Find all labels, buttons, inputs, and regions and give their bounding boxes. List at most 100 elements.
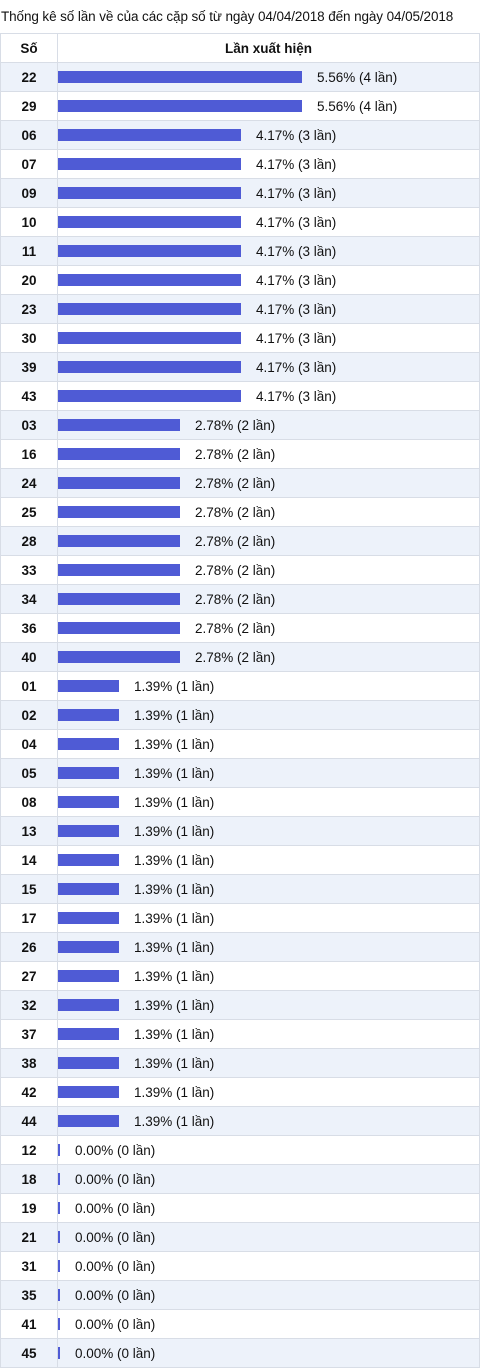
row-number: 09 — [0, 178, 58, 208]
bar-cell: 0.00% (0 lần) — [57, 1280, 480, 1310]
row-number: 18 — [0, 1164, 58, 1194]
table-row: 06 4.17% (3 lần) — [0, 120, 480, 150]
bar-cell: 1.39% (1 lần) — [57, 816, 480, 846]
bar-data-label: 4.17% (3 lần) — [256, 330, 337, 346]
bar-mark — [58, 1173, 60, 1185]
table-row: 37 1.39% (1 lần) — [0, 1019, 480, 1049]
row-number: 44 — [0, 1106, 58, 1136]
row-number: 20 — [0, 265, 58, 295]
row-number: 45 — [0, 1338, 58, 1368]
row-number: 14 — [0, 845, 58, 875]
table-row: 24 2.78% (2 lần) — [0, 468, 480, 498]
bar-mark — [58, 912, 119, 924]
bar-cell: 1.39% (1 lần) — [57, 1019, 480, 1049]
bar-mark — [58, 361, 241, 373]
row-number: 29 — [0, 91, 58, 121]
bar-mark — [58, 1057, 119, 1069]
bar-data-label: 0.00% (0 lần) — [75, 1258, 156, 1274]
bar-data-label: 5.56% (4 lần) — [317, 69, 398, 85]
bar-cell: 1.39% (1 lần) — [57, 845, 480, 875]
bar-cell: 1.39% (1 lần) — [57, 990, 480, 1020]
row-number: 12 — [0, 1135, 58, 1165]
row-number: 36 — [0, 613, 58, 643]
bar-data-label: 2.78% (2 lần) — [195, 620, 276, 636]
table-row: 40 2.78% (2 lần) — [0, 642, 480, 672]
bar-data-label: 0.00% (0 lần) — [75, 1200, 156, 1216]
row-number: 17 — [0, 903, 58, 933]
table-row: 04 1.39% (1 lần) — [0, 729, 480, 759]
bar-mark — [58, 941, 119, 953]
bar-cell: 1.39% (1 lần) — [57, 758, 480, 788]
table-row: 38 1.39% (1 lần) — [0, 1048, 480, 1078]
bar-data-label: 1.39% (1 lần) — [134, 1055, 215, 1071]
bar-data-label: 4.17% (3 lần) — [256, 272, 337, 288]
bar-mark — [58, 970, 119, 982]
bar-mark — [58, 1086, 119, 1098]
table-row: 01 1.39% (1 lần) — [0, 671, 480, 701]
table-row: 03 2.78% (2 lần) — [0, 410, 480, 440]
bar-cell: 2.78% (2 lần) — [57, 555, 480, 585]
header-value: Lần xuất hiện — [57, 33, 480, 63]
bar-mark — [58, 854, 119, 866]
bar-data-label: 5.56% (4 lần) — [317, 98, 398, 114]
bar-mark — [58, 622, 180, 634]
bar-cell: 4.17% (3 lần) — [57, 178, 480, 208]
bar-cell: 0.00% (0 lần) — [57, 1338, 480, 1368]
bar-mark — [58, 129, 241, 141]
bar-mark — [58, 796, 119, 808]
bar-cell: 1.39% (1 lần) — [57, 671, 480, 701]
bar-data-label: 4.17% (3 lần) — [256, 156, 337, 172]
table-row: 21 0.00% (0 lần) — [0, 1222, 480, 1252]
bar-cell: 1.39% (1 lần) — [57, 787, 480, 817]
table-row: 41 0.00% (0 lần) — [0, 1309, 480, 1339]
bar-cell: 1.39% (1 lần) — [57, 932, 480, 962]
table-row: 11 4.17% (3 lần) — [0, 236, 480, 266]
bar-cell: 2.78% (2 lần) — [57, 468, 480, 498]
table-row: 07 4.17% (3 lần) — [0, 149, 480, 179]
row-number: 19 — [0, 1193, 58, 1223]
bar-mark — [58, 390, 241, 402]
bar-cell: 2.78% (2 lần) — [57, 584, 480, 614]
row-number: 38 — [0, 1048, 58, 1078]
table-row: 02 1.39% (1 lần) — [0, 700, 480, 730]
row-number: 11 — [0, 236, 58, 266]
bar-data-label: 1.39% (1 lần) — [134, 997, 215, 1013]
bar-data-label: 1.39% (1 lần) — [134, 1084, 215, 1100]
row-number: 32 — [0, 990, 58, 1020]
bar-cell: 1.39% (1 lần) — [57, 700, 480, 730]
bar-mark — [58, 999, 119, 1011]
table-row: 05 1.39% (1 lần) — [0, 758, 480, 788]
bar-mark — [58, 1231, 60, 1243]
table-row: 26 1.39% (1 lần) — [0, 932, 480, 962]
bar-cell: 1.39% (1 lần) — [57, 1077, 480, 1107]
bar-cell: 1.39% (1 lần) — [57, 729, 480, 759]
bar-data-label: 4.17% (3 lần) — [256, 185, 337, 201]
bar-cell: 2.78% (2 lần) — [57, 410, 480, 440]
bar-mark — [58, 1289, 60, 1301]
table-row: 13 1.39% (1 lần) — [0, 816, 480, 846]
bar-data-label: 2.78% (2 lần) — [195, 591, 276, 607]
bar-mark — [58, 245, 241, 257]
bar-cell: 2.78% (2 lần) — [57, 642, 480, 672]
bar-cell: 5.56% (4 lần) — [57, 62, 480, 92]
page-title: Thống kê số lần về của các cặp số từ ngà… — [1, 9, 454, 24]
bar-data-label: 4.17% (3 lần) — [256, 301, 337, 317]
row-number: 25 — [0, 497, 58, 527]
bar-cell: 2.78% (2 lần) — [57, 526, 480, 556]
row-number: 05 — [0, 758, 58, 788]
bar-mark — [58, 1144, 60, 1156]
bar-cell: 0.00% (0 lần) — [57, 1135, 480, 1165]
bar-mark — [58, 419, 180, 431]
table-row: 22 5.56% (4 lần) — [0, 62, 480, 92]
bar-data-label: 0.00% (0 lần) — [75, 1229, 156, 1245]
bar-mark — [58, 767, 119, 779]
row-number: 23 — [0, 294, 58, 324]
bar-cell: 0.00% (0 lần) — [57, 1251, 480, 1281]
bar-data-label: 1.39% (1 lần) — [134, 765, 215, 781]
bar-data-label: 0.00% (0 lần) — [75, 1287, 156, 1303]
table-row: 45 0.00% (0 lần) — [0, 1338, 480, 1368]
bar-cell: 4.17% (3 lần) — [57, 265, 480, 295]
row-number: 31 — [0, 1251, 58, 1281]
table-row: 28 2.78% (2 lần) — [0, 526, 480, 556]
bar-cell: 2.78% (2 lần) — [57, 613, 480, 643]
